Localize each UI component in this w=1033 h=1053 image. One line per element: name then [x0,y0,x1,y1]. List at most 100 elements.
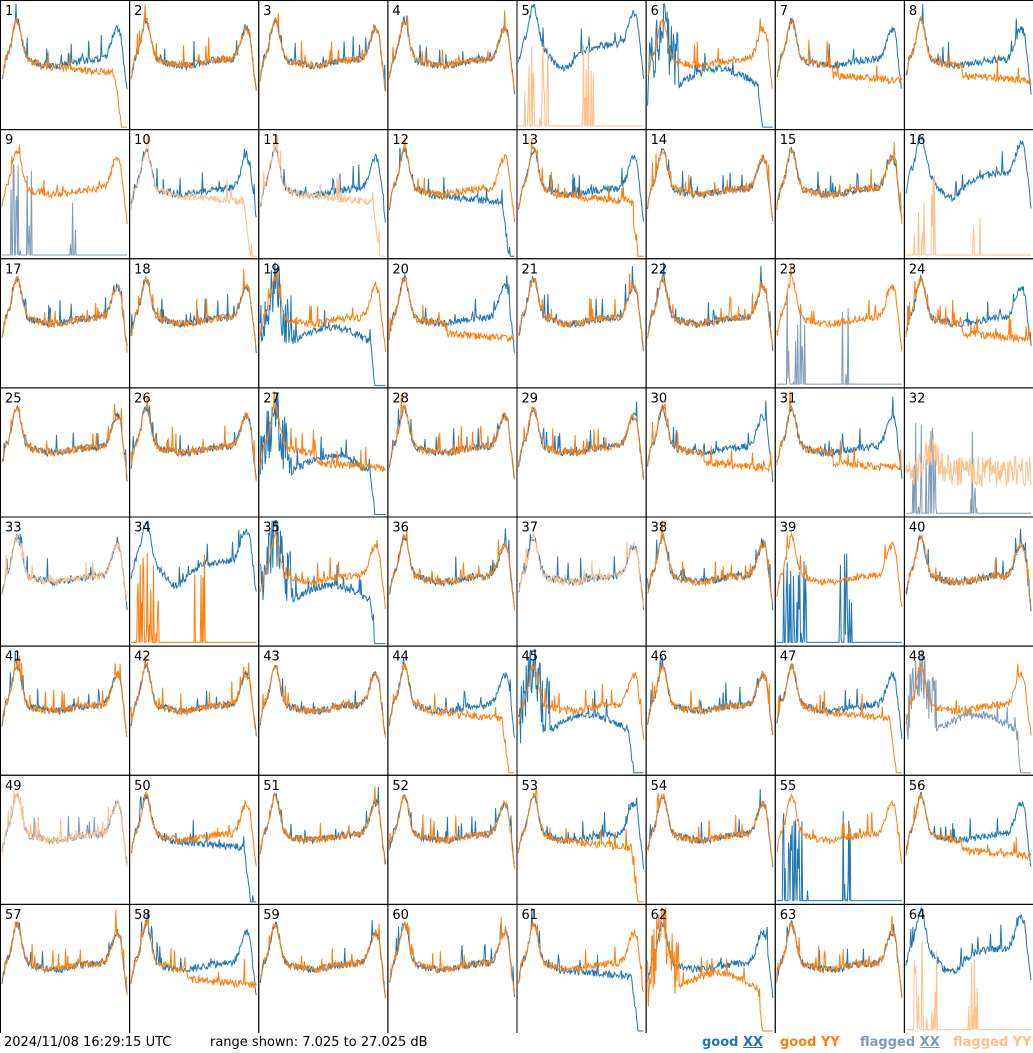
panel-label: 35 [263,521,280,536]
panel-label: 40 [909,521,926,536]
panel-label: 7 [780,4,788,19]
series-yy-61 [518,921,645,993]
panel-58: 58 [129,903,260,1033]
panel-frame [645,516,776,647]
series-yy-9 [1,144,128,224]
series-xx-58 [130,910,257,996]
series-xx-30 [647,400,774,483]
panel-label: 18 [134,262,151,277]
panel-label: 52 [392,779,409,794]
panel-50: 50 [129,774,260,905]
panel-frame [774,258,905,389]
series-yy-64 [905,941,1031,1031]
panel-29: 29 [516,387,647,518]
panel-37: 37 [516,516,647,647]
legend-good-yy: good YY [780,1035,840,1050]
series-yy-2 [130,4,257,89]
series-xx-23 [776,293,902,386]
panel-label: 1 [5,4,13,19]
series-xx-15 [776,146,903,219]
panel-label: 55 [780,779,797,794]
panel-26: 26 [129,387,260,518]
panel-19: 19 [258,258,389,389]
series-yy-36 [388,528,515,611]
series-yy-11 [259,134,386,257]
series-xx-51 [260,786,386,864]
panel-label: 3 [263,4,271,19]
timestamp: 2024/11/08 16:29:15 UTC [4,1035,172,1050]
series-yy-25 [1,403,128,479]
panel-label: 24 [909,262,926,277]
panel-label: 56 [909,779,926,794]
panel-label: 61 [522,908,539,923]
series-xx-28 [388,405,515,480]
series-xx-10 [130,146,257,218]
series-yy-23 [776,263,903,352]
series-xx-9 [2,163,128,256]
panel-27: 27 [258,387,389,518]
series-xx-43 [259,664,386,736]
panel-label: 54 [651,779,668,794]
series-xx-55 [776,811,902,903]
panel-16: 16 [903,129,1033,260]
series-yy-55 [776,793,903,864]
panel-18: 18 [129,258,260,389]
panel-59: 59 [258,903,389,1033]
panel-frame [258,774,389,905]
series-xx-37 [518,533,645,610]
series-xx-39 [776,553,902,643]
panel-label: 9 [5,133,13,148]
series-yy-46 [647,663,774,734]
panel-label: 36 [392,521,409,536]
panel-frame [387,258,518,389]
panel-label: 28 [392,391,409,406]
panel-label: 39 [780,521,797,536]
panel-48: 48 [903,645,1033,776]
panel-46: 46 [645,645,776,776]
series-xx-44 [388,657,515,738]
panel-label: 20 [392,262,409,277]
series-xx-32 [905,422,1031,514]
panel-label: 16 [909,133,926,148]
series-xx-38 [647,532,774,611]
panel-label: 64 [909,908,926,923]
panel-9: 9 [0,129,131,260]
panel-frame [387,129,518,260]
panel-15: 15 [774,129,905,260]
series-yy-28 [389,393,515,480]
series-yy-47 [776,663,902,774]
panel-label: 25 [5,391,22,406]
series-yy-33 [1,534,128,602]
series-yy-1 [1,16,128,128]
series-yy-49 [1,789,128,868]
panel-25: 25 [0,387,131,518]
panel-17: 17 [0,258,131,389]
series-xx-53 [518,794,645,870]
panel-49: 49 [0,774,131,905]
panel-frame [903,903,1033,1033]
panel-label: 41 [5,650,22,665]
legend-flagged-xx: flagged XX [860,1035,940,1050]
series-yy-8 [905,16,1032,86]
series-yy-30 [647,402,773,474]
series-yy-39 [776,531,903,608]
legend-good-xx: good XX [702,1035,764,1050]
series-yy-34 [131,553,257,644]
series-yy-27 [259,391,386,472]
panel-label: 47 [780,650,797,665]
series-xx-59 [259,919,386,997]
panel-label: 6 [651,4,659,19]
panel-frame [903,387,1033,518]
series-xx-5 [518,3,645,80]
series-yy-45 [518,663,645,740]
panel-frame [129,129,260,260]
panel-label: 59 [263,908,280,923]
panel-21: 21 [516,258,647,389]
series-yy-56 [905,793,1032,860]
series-yy-15 [776,142,903,224]
panel-label: 32 [909,391,926,406]
series-yy-35 [259,530,386,610]
panel-33: 33 [0,516,131,647]
series-xx-45 [518,649,644,774]
panel-label: 8 [909,4,917,19]
